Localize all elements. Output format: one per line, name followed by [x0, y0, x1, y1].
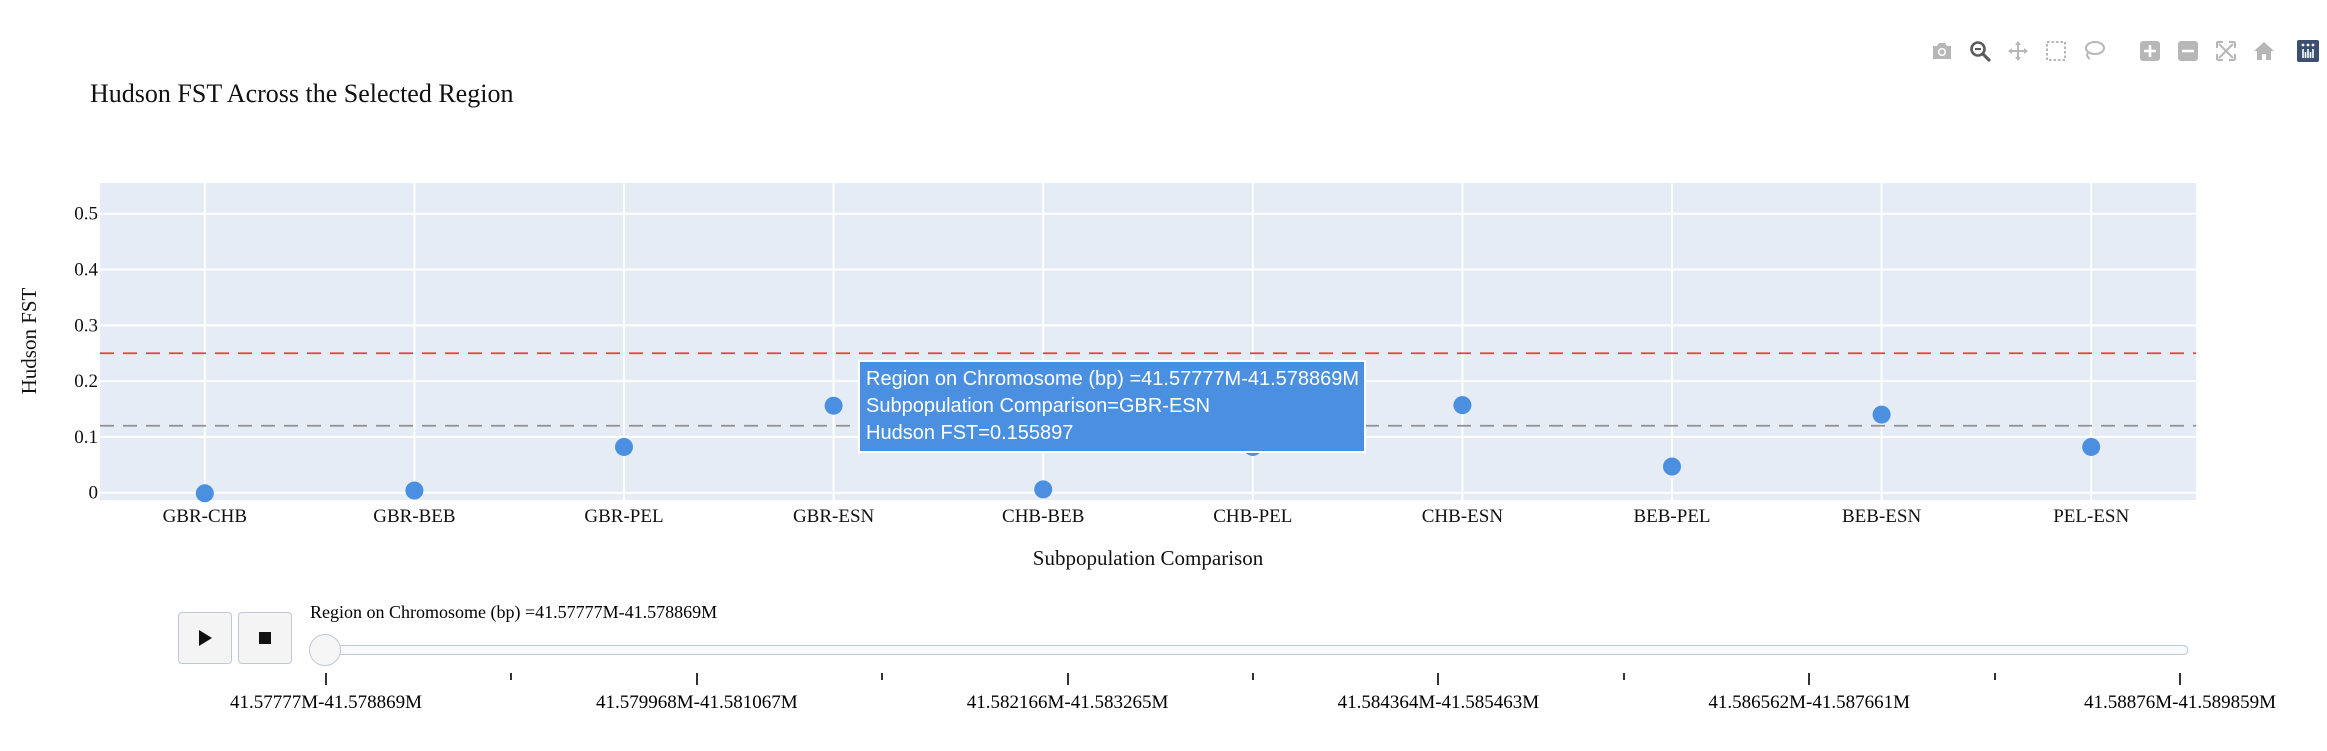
y-tick-label: 0.1 — [74, 427, 98, 448]
tooltip-region: Region on Chromosome (bp) =41.57777M-41.… — [866, 368, 1360, 390]
y-tick-labels: 0 0.1 0.2 0.3 0.4 0.5 — [74, 204, 98, 504]
tooltip-fst: Hudson FST=0.155897 — [866, 422, 1074, 444]
slider-minor-tick — [1993, 673, 1996, 680]
hover-tooltip: Region on Chromosome (bp) =41.57777M-41.… — [858, 360, 1367, 453]
camera-icon[interactable] — [1927, 36, 1957, 66]
x-tick-label: GBR-PEL — [584, 506, 663, 527]
y-tick-label: 0.5 — [74, 204, 98, 225]
modebar — [1923, 34, 2327, 68]
slider-handle[interactable] — [309, 634, 341, 666]
slider-step-label[interactable]: 41.584364M-41.585463M — [1337, 692, 1540, 713]
slider-tick — [695, 673, 698, 685]
chart: Hudson FST Across the Selected Region 00… — [17, 79, 2196, 570]
pan-icon[interactable] — [2003, 36, 2033, 66]
data-point[interactable] — [1453, 396, 1472, 415]
x-tick-label: CHB-PEL — [1213, 506, 1292, 527]
plotly-logo-icon[interactable] — [2293, 36, 2323, 66]
x-axis-label: Subpopulation Comparison — [1033, 546, 1264, 570]
slider-tick — [1066, 673, 1069, 685]
data-point[interactable] — [195, 484, 214, 503]
slider-step-label[interactable]: 41.582166M-41.583265M — [966, 692, 1169, 713]
slider-step-label[interactable]: 41.57777M-41.578869M — [229, 692, 423, 713]
slider-rail[interactable] — [310, 645, 2188, 655]
x-tick-labels: GBR-CHB GBR-BEB GBR-PEL GBR-ESN CHB-BEB CHB-P… — [163, 506, 2130, 527]
slider-current-value: Region on Chromosome (bp) =41.57777M-41.… — [310, 602, 718, 622]
lasso-icon[interactable] — [2079, 36, 2109, 66]
zoom-in-icon[interactable] — [2135, 36, 2165, 66]
y-tick-label: 0.2 — [74, 371, 98, 392]
chart-title: Hudson FST Across the Selected Region — [90, 79, 513, 108]
box-select-icon[interactable] — [2041, 36, 2071, 66]
home-icon[interactable] — [2249, 36, 2279, 66]
play-button[interactable] — [178, 612, 232, 664]
slider-tick — [325, 673, 327, 685]
slider-tick — [1437, 673, 1440, 685]
x-tick-label: CHB-BEB — [1002, 506, 1084, 527]
x-tick-label: BEB-PEL — [1633, 506, 1710, 527]
data-point[interactable] — [1034, 480, 1053, 499]
slider-minor-tick — [1252, 673, 1254, 680]
stop-icon — [259, 632, 271, 644]
y-tick-label: 0 — [89, 483, 99, 504]
autoscale-icon[interactable] — [2211, 36, 2241, 66]
play-icon — [199, 630, 212, 646]
slider-step-label[interactable]: 41.586562M-41.587661M — [1708, 692, 1910, 713]
x-tick-label: GBR-BEB — [373, 506, 455, 527]
zoom-out-icon[interactable] — [2173, 36, 2203, 66]
x-tick-label: GBR-ESN — [793, 506, 875, 527]
x-tick-label: BEB-ESN — [1842, 506, 1921, 527]
x-tick-label: PEL-ESN — [2053, 506, 2129, 527]
y-axis-label: Hudson FST — [17, 287, 41, 394]
data-point[interactable] — [1663, 457, 1681, 476]
y-tick-label: 0.4 — [74, 260, 98, 281]
zoom-icon[interactable] — [1965, 36, 1995, 66]
data-point[interactable] — [2082, 437, 2101, 456]
y-tick-label: 0.3 — [74, 315, 98, 336]
slider-minor-tick — [881, 673, 884, 680]
slider-minor-tick — [510, 673, 513, 680]
slider-tick — [2179, 673, 2181, 685]
data-point[interactable] — [405, 481, 424, 500]
x-tick-label: GBR-CHB — [163, 506, 247, 527]
slider-step-label[interactable]: 41.58876M-41.589859M — [2083, 692, 2277, 713]
x-tick-label: CHB-ESN — [1422, 506, 1504, 527]
data-point[interactable] — [824, 396, 843, 415]
tooltip-comparison: Subpopulation Comparison=GBR-ESN — [866, 395, 1211, 417]
slider-minor-tick — [1622, 673, 1625, 680]
data-point[interactable] — [1872, 405, 1891, 424]
data-point[interactable] — [615, 437, 633, 456]
stop-button[interactable] — [238, 612, 292, 664]
slider-step-label[interactable]: 41.579968M-41.581067M — [595, 692, 798, 713]
slider-tick — [1808, 673, 1811, 685]
